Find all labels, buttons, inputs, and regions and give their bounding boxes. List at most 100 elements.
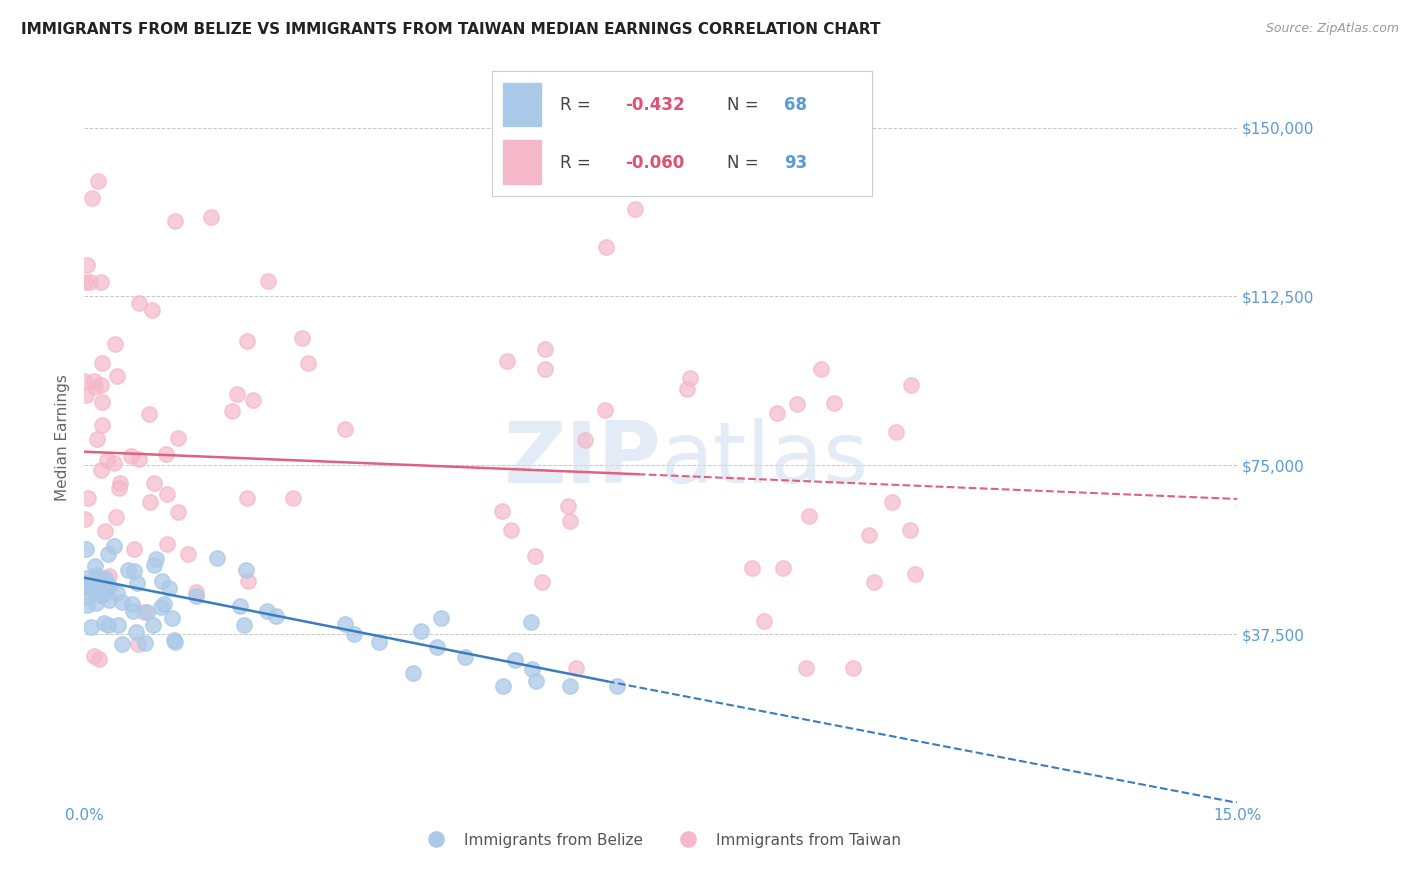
Point (138, 407, 160, 421)
Point (139, 495, 162, 509)
Text: N =: N = (727, 96, 765, 114)
Point (145, 551, 167, 566)
Point (76, 598, 98, 612)
Point (96, 581, 118, 595)
Point (107, 586, 129, 600)
Point (134, 636, 156, 650)
Point (75, 541, 97, 556)
Point (107, 617, 129, 632)
Legend: Immigrants from Belize, Immigrants from Taiwan: Immigrants from Belize, Immigrants from … (415, 827, 907, 854)
Point (236, 574, 259, 588)
Point (117, 563, 139, 577)
Point (79, 620, 101, 634)
Point (333, 422, 356, 436)
Point (152, 597, 174, 611)
Point (524, 673, 547, 688)
Point (87, 571, 110, 585)
Point (79, 581, 101, 595)
Point (882, 494, 904, 508)
Point (741, 561, 763, 575)
Point (75, 579, 97, 593)
Point (155, 447, 177, 461)
Point (73, 374, 96, 388)
Text: R =: R = (561, 96, 596, 114)
Point (904, 566, 927, 581)
Point (368, 635, 391, 649)
Point (142, 618, 165, 632)
Point (496, 354, 519, 368)
Point (127, 637, 149, 651)
Point (257, 274, 280, 288)
Point (534, 361, 557, 376)
Point (900, 378, 922, 392)
Point (98, 592, 121, 607)
Point (221, 403, 243, 417)
Point (84, 380, 107, 394)
Point (76, 259, 98, 273)
Point (606, 679, 628, 693)
Point (200, 210, 222, 224)
Text: ZIP: ZIP (503, 417, 661, 500)
Point (75, 388, 97, 402)
Point (534, 342, 557, 356)
Point (90, 275, 112, 289)
Point (91, 356, 114, 370)
Point (242, 392, 264, 407)
Point (84, 558, 107, 573)
Point (236, 334, 259, 349)
Point (167, 431, 190, 445)
Point (125, 576, 148, 591)
Point (150, 599, 173, 614)
Point (523, 549, 546, 563)
Point (111, 638, 134, 652)
Point (143, 558, 166, 573)
Point (90, 395, 112, 409)
Point (842, 661, 865, 675)
Point (105, 510, 128, 524)
Point (229, 599, 252, 614)
Point (77, 491, 100, 506)
Point (90, 588, 112, 602)
Point (125, 625, 148, 640)
Point (863, 575, 886, 590)
Point (84, 585, 107, 599)
Text: -0.432: -0.432 (624, 96, 685, 114)
Point (141, 303, 163, 318)
Point (108, 481, 131, 495)
Point (103, 539, 125, 553)
Point (430, 611, 453, 625)
Point (772, 560, 794, 574)
Point (156, 487, 179, 501)
Text: R =: R = (561, 153, 596, 171)
Point (90, 417, 112, 432)
Point (402, 665, 425, 680)
Point (454, 650, 477, 665)
Point (256, 604, 278, 618)
Point (595, 239, 617, 253)
Point (676, 382, 699, 396)
Point (93, 615, 115, 630)
Point (409, 624, 432, 638)
Point (333, 616, 356, 631)
Point (766, 406, 789, 420)
Point (266, 609, 288, 624)
Point (75, 571, 97, 585)
Point (105, 369, 128, 384)
Point (520, 662, 543, 676)
Text: 93: 93 (785, 153, 807, 171)
FancyBboxPatch shape (503, 140, 541, 184)
Point (858, 528, 880, 542)
Point (121, 597, 143, 611)
Point (232, 617, 254, 632)
Point (84, 568, 107, 582)
Y-axis label: Median Earnings: Median Earnings (55, 374, 70, 500)
Text: atlas: atlas (661, 417, 869, 500)
Text: IMMIGRANTS FROM BELIZE VS IMMIGRANTS FROM TAIWAN MEDIAN EARNINGS CORRELATION CHA: IMMIGRANTS FROM BELIZE VS IMMIGRANTS FRO… (21, 22, 880, 37)
Point (623, 202, 645, 216)
Point (90, 588, 112, 602)
Point (163, 632, 186, 647)
Point (794, 661, 817, 675)
Point (236, 491, 259, 506)
Point (165, 214, 187, 228)
Point (104, 337, 127, 351)
